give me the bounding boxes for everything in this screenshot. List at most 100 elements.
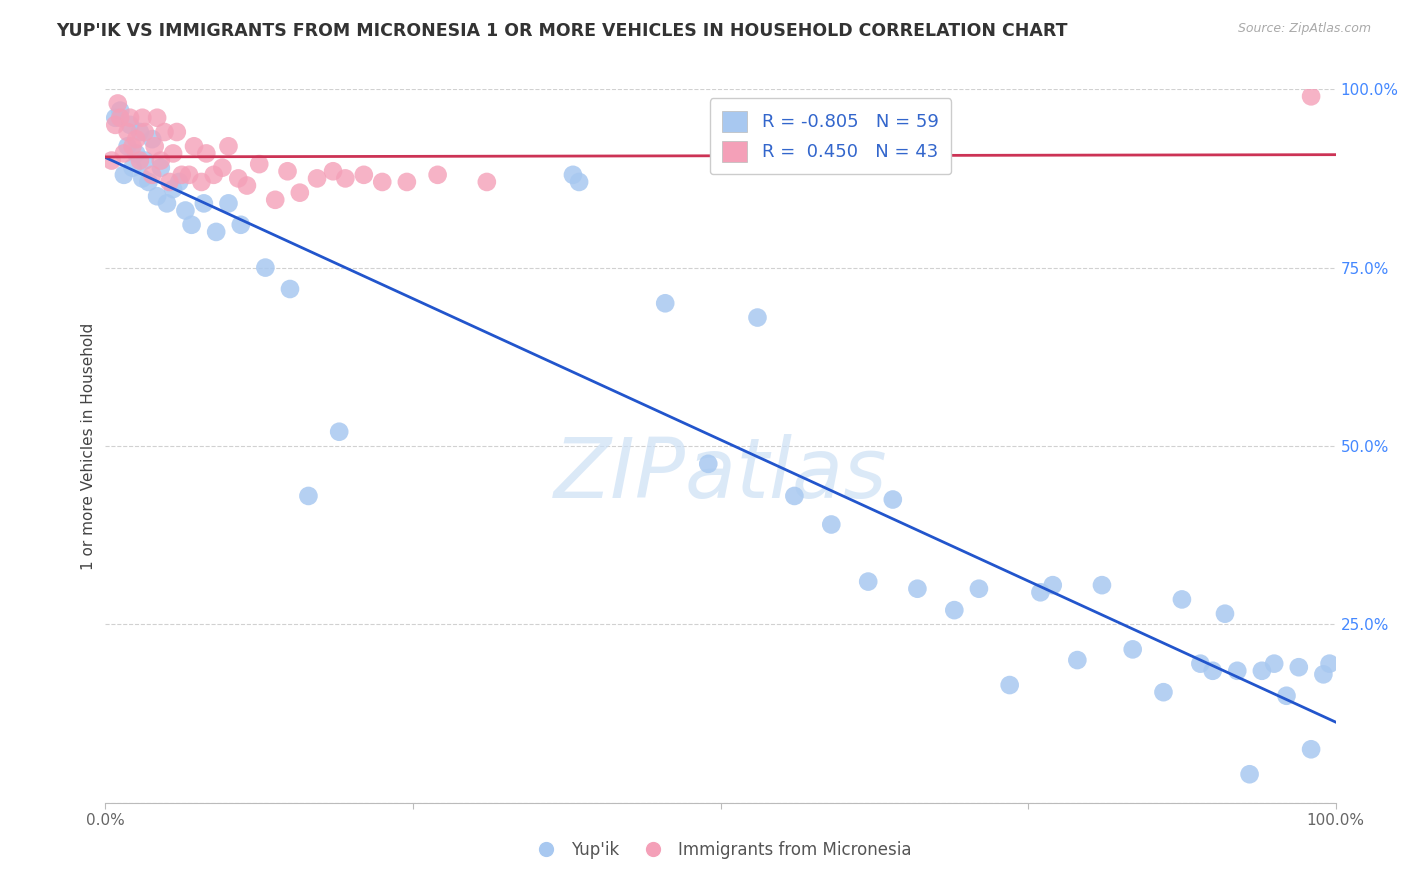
Point — [149, 161, 172, 175]
Point — [998, 678, 1021, 692]
Point — [141, 132, 163, 146]
Point — [193, 196, 215, 211]
Point — [276, 164, 298, 178]
Point — [166, 125, 188, 139]
Point — [131, 171, 153, 186]
Point — [117, 125, 139, 139]
Point — [146, 111, 169, 125]
Point — [1042, 578, 1064, 592]
Point — [110, 111, 132, 125]
Point — [820, 517, 842, 532]
Point — [120, 111, 141, 125]
Point — [1301, 89, 1323, 103]
Point — [169, 175, 191, 189]
Point — [1029, 585, 1052, 599]
Point — [134, 125, 156, 139]
Point — [254, 260, 277, 275]
Point — [195, 146, 218, 161]
Point — [322, 164, 344, 178]
Point — [1312, 667, 1334, 681]
Point — [1319, 657, 1341, 671]
Point — [353, 168, 375, 182]
Point — [229, 218, 252, 232]
Point — [129, 153, 152, 168]
Point — [236, 178, 259, 193]
Point — [180, 218, 202, 232]
Point — [121, 139, 143, 153]
Point — [568, 175, 591, 189]
Point — [153, 125, 176, 139]
Point — [159, 175, 180, 189]
Point — [697, 457, 720, 471]
Point — [328, 425, 350, 439]
Point — [143, 139, 166, 153]
Point — [110, 103, 132, 118]
Point — [1275, 689, 1298, 703]
Point — [100, 153, 122, 168]
Legend: Yup'ik, Immigrants from Micronesia: Yup'ik, Immigrants from Micronesia — [523, 835, 918, 866]
Point — [179, 168, 201, 182]
Point — [1263, 657, 1285, 671]
Point — [138, 175, 160, 189]
Point — [1301, 742, 1323, 756]
Point — [1202, 664, 1225, 678]
Point — [943, 603, 966, 617]
Point — [107, 96, 129, 111]
Point — [335, 171, 357, 186]
Point — [162, 182, 184, 196]
Point — [967, 582, 990, 596]
Point — [205, 225, 228, 239]
Point — [134, 153, 156, 168]
Point — [882, 492, 904, 507]
Point — [146, 189, 169, 203]
Point — [1122, 642, 1144, 657]
Point — [1066, 653, 1088, 667]
Point — [149, 153, 172, 168]
Point — [1251, 664, 1274, 678]
Point — [202, 168, 225, 182]
Point — [654, 296, 676, 310]
Point — [278, 282, 301, 296]
Point — [1226, 664, 1249, 678]
Point — [475, 175, 498, 189]
Point — [264, 193, 287, 207]
Point — [112, 146, 135, 161]
Point — [371, 175, 394, 189]
Point — [131, 111, 153, 125]
Point — [1288, 660, 1310, 674]
Point — [218, 139, 240, 153]
Point — [218, 196, 240, 211]
Point — [211, 161, 233, 175]
Point — [121, 161, 143, 175]
Point — [247, 157, 270, 171]
Text: Source: ZipAtlas.com: Source: ZipAtlas.com — [1237, 22, 1371, 36]
Point — [112, 168, 135, 182]
Point — [104, 118, 127, 132]
Point — [1213, 607, 1236, 621]
Point — [1091, 578, 1114, 592]
Point — [170, 168, 193, 182]
Point — [228, 171, 250, 186]
Point — [858, 574, 880, 589]
Point — [297, 489, 319, 503]
Point — [174, 203, 197, 218]
Point — [747, 310, 769, 325]
Point — [183, 139, 205, 153]
Point — [141, 168, 163, 182]
Point — [117, 139, 139, 153]
Point — [1239, 767, 1261, 781]
Point — [120, 118, 141, 132]
Point — [907, 582, 929, 596]
Point — [125, 146, 148, 161]
Y-axis label: 1 or more Vehicles in Household: 1 or more Vehicles in Household — [82, 322, 96, 570]
Point — [426, 168, 449, 182]
Point — [1153, 685, 1175, 699]
Point — [307, 171, 329, 186]
Point — [125, 132, 148, 146]
Point — [783, 489, 806, 503]
Point — [129, 125, 152, 139]
Point — [1189, 657, 1212, 671]
Text: YUP'IK VS IMMIGRANTS FROM MICRONESIA 1 OR MORE VEHICLES IN HOUSEHOLD CORRELATION: YUP'IK VS IMMIGRANTS FROM MICRONESIA 1 O… — [56, 22, 1067, 40]
Point — [288, 186, 311, 200]
Point — [104, 111, 127, 125]
